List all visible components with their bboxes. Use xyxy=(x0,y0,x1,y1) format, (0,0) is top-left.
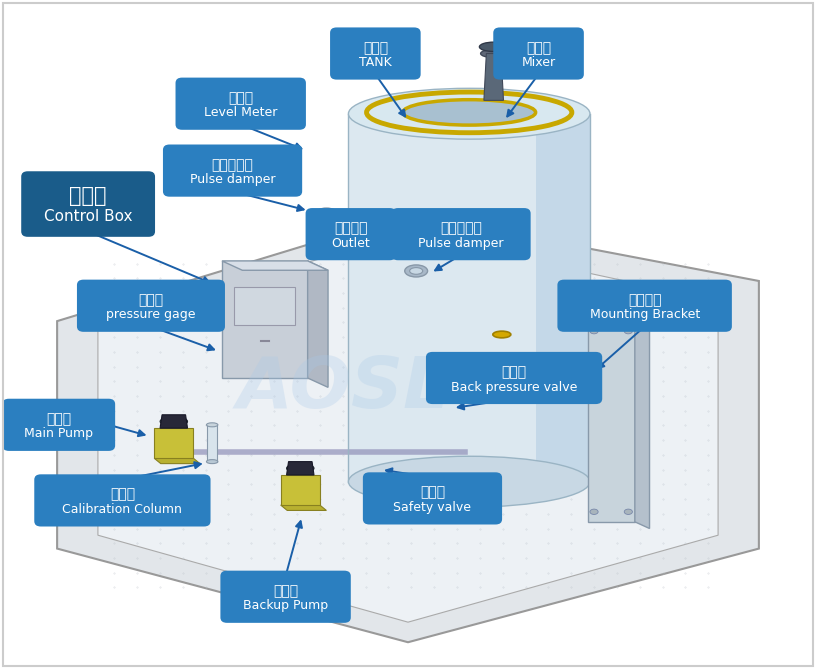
Ellipse shape xyxy=(624,509,632,514)
Ellipse shape xyxy=(410,268,423,274)
Text: 标定柱: 标定柱 xyxy=(110,488,135,502)
FancyBboxPatch shape xyxy=(175,78,306,130)
Ellipse shape xyxy=(493,331,511,338)
Polygon shape xyxy=(234,286,295,325)
FancyBboxPatch shape xyxy=(363,472,502,524)
Text: Pulse damper: Pulse damper xyxy=(190,173,275,186)
Text: 背压阀: 背压阀 xyxy=(502,365,526,379)
FancyBboxPatch shape xyxy=(557,280,732,332)
Text: TANK: TANK xyxy=(359,56,392,69)
Ellipse shape xyxy=(348,456,590,507)
Text: Backup Pump: Backup Pump xyxy=(243,599,328,612)
Polygon shape xyxy=(635,321,650,529)
Ellipse shape xyxy=(481,50,507,58)
Polygon shape xyxy=(154,458,200,464)
Text: 安全阀: 安全阀 xyxy=(420,486,445,500)
Text: 压力表: 压力表 xyxy=(139,293,163,307)
Text: 脉冲阻尼器: 脉冲阻尼器 xyxy=(211,158,254,172)
Text: Mixer: Mixer xyxy=(521,56,556,69)
Ellipse shape xyxy=(590,509,598,514)
FancyBboxPatch shape xyxy=(34,474,211,527)
Text: Pulse damper: Pulse damper xyxy=(419,237,503,250)
Text: Control Box: Control Box xyxy=(44,209,132,223)
Text: AOSL: AOSL xyxy=(236,353,450,423)
Ellipse shape xyxy=(428,358,446,365)
Ellipse shape xyxy=(206,460,218,464)
Ellipse shape xyxy=(315,208,338,220)
Ellipse shape xyxy=(590,328,598,334)
FancyBboxPatch shape xyxy=(392,208,530,260)
Ellipse shape xyxy=(286,464,314,473)
Text: 加药出口: 加药出口 xyxy=(334,221,368,235)
Ellipse shape xyxy=(405,265,428,277)
Polygon shape xyxy=(207,425,217,462)
Polygon shape xyxy=(463,482,476,515)
Polygon shape xyxy=(348,114,590,482)
Text: Level Meter: Level Meter xyxy=(204,106,277,119)
Polygon shape xyxy=(222,261,308,378)
Polygon shape xyxy=(154,428,193,458)
FancyBboxPatch shape xyxy=(426,352,602,404)
Polygon shape xyxy=(588,321,635,522)
Text: Calibration Column: Calibration Column xyxy=(63,503,182,516)
Text: 备用泵: 备用泵 xyxy=(273,584,298,598)
Polygon shape xyxy=(57,214,759,642)
FancyBboxPatch shape xyxy=(493,27,584,80)
Ellipse shape xyxy=(348,88,590,139)
Text: 脉冲阻尼器: 脉冲阻尼器 xyxy=(440,221,482,235)
Text: Back pressure valve: Back pressure valve xyxy=(451,381,577,393)
Ellipse shape xyxy=(403,100,535,125)
Polygon shape xyxy=(281,505,326,510)
Polygon shape xyxy=(535,114,590,482)
FancyBboxPatch shape xyxy=(220,571,351,623)
Text: 储药箱: 储药箱 xyxy=(363,41,388,55)
Polygon shape xyxy=(160,415,188,428)
Text: Mounting Bracket: Mounting Bracket xyxy=(589,308,700,321)
Polygon shape xyxy=(484,54,503,100)
Polygon shape xyxy=(222,261,328,270)
FancyBboxPatch shape xyxy=(305,208,397,260)
FancyBboxPatch shape xyxy=(2,399,115,451)
FancyBboxPatch shape xyxy=(330,27,421,80)
Ellipse shape xyxy=(320,211,333,217)
Ellipse shape xyxy=(624,328,632,334)
FancyBboxPatch shape xyxy=(21,171,155,237)
Text: Outlet: Outlet xyxy=(331,237,370,250)
Text: 主用泵: 主用泵 xyxy=(47,412,71,426)
Ellipse shape xyxy=(160,417,188,426)
FancyBboxPatch shape xyxy=(77,280,225,332)
FancyBboxPatch shape xyxy=(163,145,302,197)
Text: 液位仪: 液位仪 xyxy=(228,91,253,105)
Polygon shape xyxy=(281,475,320,505)
Polygon shape xyxy=(98,234,718,622)
Text: 控制箱: 控制箱 xyxy=(69,187,107,206)
Text: 安装支架: 安装支架 xyxy=(628,293,662,307)
Text: Safety valve: Safety valve xyxy=(393,501,472,514)
Text: pressure gage: pressure gage xyxy=(106,308,196,321)
Ellipse shape xyxy=(206,423,218,427)
Text: 搅拌机: 搅拌机 xyxy=(526,41,551,55)
Text: Main Pump: Main Pump xyxy=(24,427,93,440)
Ellipse shape xyxy=(479,42,508,52)
Polygon shape xyxy=(286,462,314,475)
Polygon shape xyxy=(308,261,328,387)
